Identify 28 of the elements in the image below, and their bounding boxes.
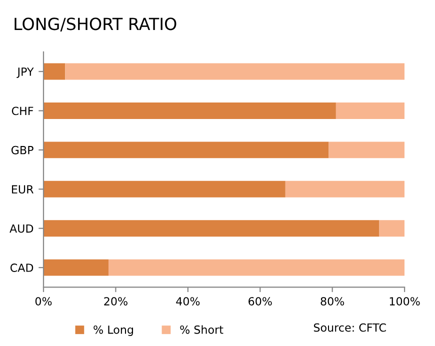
- chart-title: LONG/SHORT RATIO: [14, 18, 176, 32]
- y-tick-label: CHF: [12, 106, 34, 116]
- bar: [285, 180, 405, 198]
- bar: [44, 102, 336, 119]
- x-tick-label: 0%: [35, 297, 52, 306]
- bar: [44, 220, 380, 237]
- x-tick-label: 40%: [176, 297, 200, 306]
- legend-label: % Short: [180, 325, 224, 334]
- y-tick-label: EUR: [12, 185, 34, 194]
- bar: [65, 63, 405, 80]
- bar: [44, 142, 329, 158]
- bar: [44, 180, 286, 198]
- legend-label: % Long: [94, 325, 133, 336]
- y-tick-label: CAD: [10, 264, 34, 272]
- bar: [328, 142, 405, 158]
- y-tick-label: AUD: [10, 224, 34, 233]
- bar: [108, 259, 405, 276]
- bar: [44, 63, 66, 80]
- bar: [379, 220, 405, 237]
- bar: [44, 259, 108, 276]
- source-note: Source: CFTC: [314, 323, 386, 332]
- y-tick-label: GBP: [11, 146, 34, 154]
- x-tick-label: 100%: [390, 297, 420, 306]
- bar: [336, 102, 405, 119]
- x-tick-label: 80%: [320, 297, 344, 306]
- x-tick-label: 20%: [104, 297, 128, 306]
- y-tick-label: JPY: [16, 68, 34, 78]
- x-tick-label: 60%: [248, 297, 272, 306]
